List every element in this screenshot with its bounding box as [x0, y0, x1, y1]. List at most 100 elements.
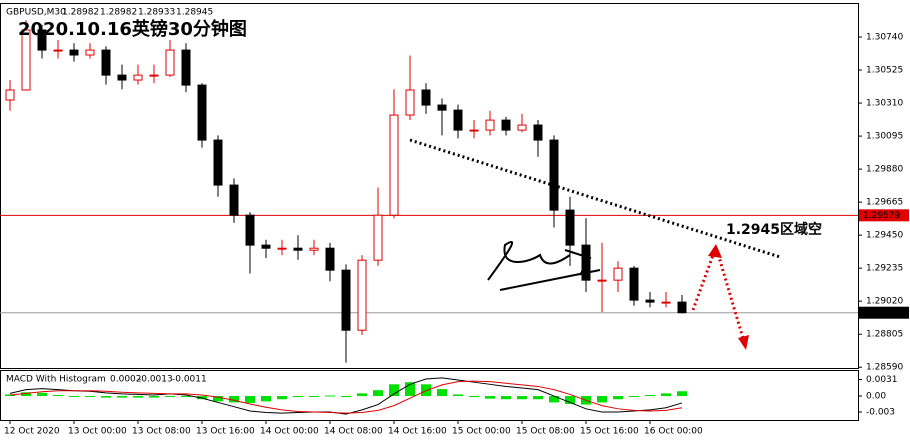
candle-body: [37, 29, 47, 51]
x-tick-label: 13 Oct 08:00: [132, 427, 191, 437]
candle-body: [661, 301, 671, 304]
candle-body: [261, 244, 271, 249]
macd-histogram-bar: [149, 396, 159, 398]
candle-body: [197, 84, 207, 141]
x-tick-label: 15 Oct 00:00: [452, 427, 511, 437]
x-tick-label: 13 Oct 16:00: [196, 427, 255, 437]
candle-body: [517, 124, 527, 131]
arrow-heads: [708, 244, 749, 350]
candle-body: [117, 74, 127, 81]
candle-body: [5, 89, 15, 101]
candle-body: [213, 139, 223, 186]
level-box: [859, 209, 909, 222]
macd-histogram-bar: [309, 396, 319, 398]
macd-readout-0: 0.0002: [110, 375, 142, 385]
candle-body: [421, 89, 431, 106]
candle-body: [485, 119, 495, 131]
macd-histogram-bar: [165, 396, 175, 398]
macd-histogram-bar: [181, 396, 191, 398]
candle-body: [357, 259, 367, 331]
y-tick-label: 1.29880: [866, 165, 903, 175]
candle-body: [581, 244, 591, 281]
macd-histogram-bar: [405, 382, 415, 397]
x-tick-label: 14 Oct 08:00: [324, 427, 383, 437]
macd-histogram-bar: [565, 396, 575, 405]
macd-histogram-bar: [101, 396, 111, 398]
main-panel: [0, 3, 859, 369]
candle-body: [645, 299, 655, 303]
macd-readout-1: -0.0013: [138, 375, 173, 385]
macd-histogram-bar: [421, 384, 431, 397]
macd-tick-label: 0.00: [866, 392, 886, 402]
candle-body: [613, 267, 623, 281]
macd-histogram-bar: [485, 396, 495, 399]
candle-body: [21, 29, 31, 91]
ohlc-3: 1.28945: [176, 8, 213, 18]
macd-tick-label: -0.003: [866, 408, 895, 418]
candle-body: [341, 269, 351, 331]
chart-title: 2020.10.16英镑30分钟图: [18, 18, 247, 40]
macd-line: [9, 380, 683, 414]
macd-histogram-bar: [597, 396, 607, 403]
candle-body: [229, 184, 239, 216]
macd-title: MACD With Histogram: [6, 375, 106, 385]
candle-body: [53, 49, 63, 52]
ohlc-1: 1.28982: [100, 8, 137, 18]
x-tick-label: 16 Oct 00:00: [644, 427, 703, 437]
x-tick-label: 15 Oct 16:00: [580, 427, 639, 437]
bid-label: 1.28945: [863, 308, 900, 318]
y-tick-label: 1.30095: [866, 132, 903, 142]
annotation: 1.2945区域空: [726, 221, 822, 238]
symbol: GBPUSD,M30: [6, 8, 66, 18]
macd-histogram-bar: [613, 396, 623, 400]
x-tick-label: 13 Oct 00:00: [68, 427, 127, 437]
macd-tick-label: 0.0031: [866, 375, 898, 385]
macd-histogram-bar: [469, 396, 479, 398]
macd-histogram-bar: [21, 392, 31, 397]
macd-histogram-bar: [517, 396, 527, 400]
candle-body: [101, 49, 111, 76]
candle-body: [277, 247, 287, 250]
macd-histogram-bar: [501, 396, 511, 400]
candle-body: [373, 214, 383, 261]
candle-body: [469, 129, 479, 132]
macd-histogram-bar: [85, 396, 95, 398]
macd-histogram-bar: [533, 396, 543, 400]
candle-body: [181, 49, 191, 86]
macd-histogram-bar: [37, 392, 47, 397]
x-tick-label: 14 Oct 00:00: [260, 427, 319, 437]
macd-histogram-bar: [245, 396, 255, 403]
macd-histogram-bar: [677, 391, 687, 397]
macd-histogram-bar: [661, 393, 671, 397]
candle-body: [133, 74, 143, 81]
macd-histogram-bar: [277, 396, 287, 400]
candle-body: [565, 209, 575, 246]
candle-body: [165, 49, 175, 76]
macd-histogram-bar: [629, 396, 639, 398]
candle-body: [405, 89, 415, 116]
macd-histogram-bar: [453, 394, 463, 397]
y-tick-label: 1.28805: [866, 330, 903, 340]
macd-histogram-bar: [5, 394, 15, 397]
macd-readout-2: -0.0011: [172, 375, 207, 385]
forecast-arrow: [691, 242, 747, 346]
macd-line: [9, 377, 683, 415]
candle-body: [389, 114, 399, 216]
macd-histogram-bar: [53, 394, 63, 397]
candle-body: [293, 247, 303, 251]
macd-histogram-bar: [325, 395, 335, 397]
macd-histogram-bar: [437, 389, 447, 397]
ohlc-2: 1.28933: [138, 8, 175, 18]
signature: [487, 240, 601, 291]
candle-body: [325, 247, 335, 271]
macd-histogram-bar: [69, 396, 79, 398]
y-tick-label: 1.29235: [866, 264, 903, 274]
macd-histogram-bar: [197, 396, 207, 400]
y-tick-label: 1.30310: [866, 99, 903, 109]
macd-histogram-bar: [133, 396, 143, 398]
y-tick-label: 1.29665: [866, 198, 903, 208]
y-tick-label: 1.28590: [866, 363, 903, 373]
candle-body: [549, 139, 559, 211]
macd-histogram-bar: [261, 396, 271, 402]
candle-body: [533, 124, 543, 141]
